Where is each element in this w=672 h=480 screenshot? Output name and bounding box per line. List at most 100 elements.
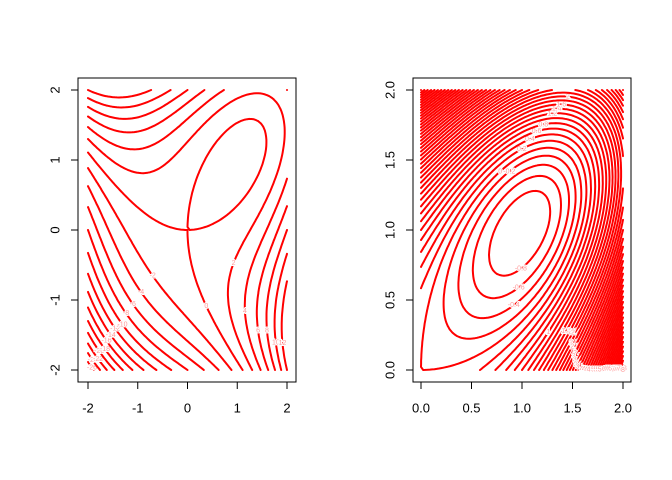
contour-label: -10 xyxy=(117,321,127,328)
contour-label: -26 xyxy=(87,364,97,371)
contour-line xyxy=(420,89,624,371)
contour-label: 10 xyxy=(272,340,280,347)
contour-line xyxy=(420,89,624,371)
x-tick-label: 1.0 xyxy=(513,400,531,415)
contour-line xyxy=(420,112,608,371)
contour-line xyxy=(420,107,611,371)
contour-label: 6.8 xyxy=(608,365,618,372)
contour-label: -2 xyxy=(150,273,156,280)
y-tick-label: 0.5 xyxy=(382,291,397,309)
contour-line xyxy=(471,174,562,300)
contour-line xyxy=(420,89,624,371)
contour-label: 2.6 xyxy=(569,340,579,347)
contour-line xyxy=(87,89,288,371)
contour-label: 4.2 xyxy=(580,366,590,373)
contour-label: -0.4 xyxy=(508,302,520,309)
contour-line xyxy=(442,154,577,340)
contour-line xyxy=(87,251,173,371)
plot-area: -0.8 -0.6 -0.4 -0.20 0.2 0.40.60.8 1 1.21.41.6 1… xyxy=(420,89,628,375)
contour-label: -16 xyxy=(101,338,111,345)
y-tick-label: 0.0 xyxy=(382,361,397,379)
contour-label: 1.4 xyxy=(552,106,562,113)
contour-label: 7.8 xyxy=(617,365,627,372)
contour-label: 0.6 xyxy=(532,128,542,135)
contour-line xyxy=(87,360,95,371)
contour-line xyxy=(420,89,624,371)
contour-label: 4 xyxy=(580,365,584,372)
contour-line xyxy=(420,89,624,371)
x-tick-label: -2 xyxy=(82,400,94,415)
contour-line xyxy=(87,117,268,371)
contour-label: 3.8 xyxy=(575,363,585,370)
contour-label: 3.4 xyxy=(573,357,583,364)
contour-label: 2 xyxy=(232,260,236,267)
contour-line xyxy=(87,352,101,371)
contour-label: 5.8 xyxy=(598,366,608,373)
contour-label: 7.4 xyxy=(613,366,623,373)
contour-line xyxy=(420,89,624,371)
contour-line xyxy=(87,206,205,371)
contour-line xyxy=(420,89,624,371)
contour-label: 0.8 xyxy=(538,121,548,128)
contour-label: 5.6 xyxy=(596,367,606,374)
contour-line xyxy=(420,89,624,371)
contour-line xyxy=(420,127,597,371)
contour-line xyxy=(420,89,624,371)
contour-line xyxy=(87,272,158,371)
y-tick-label: -2 xyxy=(47,364,62,376)
contour-line xyxy=(87,185,220,371)
contour-label: 7.2 xyxy=(611,367,621,374)
contour-line xyxy=(87,290,145,371)
contour-label: 1.2 xyxy=(547,110,557,117)
contour-label: 3.2 xyxy=(572,353,582,360)
contour-label: -18 xyxy=(100,346,110,353)
contour-label: 2 xyxy=(566,94,570,101)
contour-line xyxy=(420,89,624,371)
contour-label: 4.6 xyxy=(584,366,594,373)
contour-line xyxy=(420,89,624,371)
contour-line xyxy=(87,342,108,371)
contour-label: 4.8 xyxy=(587,367,597,374)
contour-line xyxy=(420,146,583,371)
contour-line xyxy=(420,89,624,371)
contour-label: 2.2 xyxy=(568,329,578,336)
contour-label: 0.4 xyxy=(525,136,535,143)
contour-label: 6 xyxy=(256,328,260,335)
contour-line xyxy=(420,133,592,371)
y-tick-label: 2 xyxy=(47,86,62,93)
contour-label: -20 xyxy=(94,348,104,355)
contour-line xyxy=(420,89,624,371)
contour-line xyxy=(87,320,124,371)
contour-label: 0.2 xyxy=(517,146,527,153)
contour-label: 6.4 xyxy=(604,366,614,373)
contour-line xyxy=(420,99,617,371)
contour-label: 0 xyxy=(498,168,502,175)
contour-line xyxy=(420,89,624,371)
contour-label: 8 xyxy=(265,328,269,335)
contour-label: -14 xyxy=(106,332,116,339)
contour-label: 2.8 xyxy=(570,344,580,351)
contour-line xyxy=(420,117,604,371)
contour-label: -4 xyxy=(138,289,144,296)
contour-line xyxy=(420,139,588,371)
contour-line xyxy=(420,89,624,371)
contour-line xyxy=(420,89,624,371)
contour-line xyxy=(420,89,624,371)
contour-line xyxy=(87,331,116,371)
contour-label: -12 xyxy=(110,325,120,332)
contour-label: 1.8 xyxy=(561,328,571,335)
contour-label: -0.2 xyxy=(503,168,515,175)
contour-line xyxy=(420,89,624,371)
contour-line xyxy=(420,89,624,371)
contour-line xyxy=(420,89,624,371)
y-tick-label: 1.0 xyxy=(382,221,397,239)
contour-line xyxy=(420,89,624,371)
y-tick-label: 1.5 xyxy=(382,151,397,169)
contour-label: -0.8 xyxy=(515,266,527,273)
contour-line xyxy=(420,89,624,371)
contour-line xyxy=(420,103,614,371)
contour-line xyxy=(87,92,286,371)
contour-line xyxy=(87,89,288,371)
contour-line xyxy=(87,89,288,371)
